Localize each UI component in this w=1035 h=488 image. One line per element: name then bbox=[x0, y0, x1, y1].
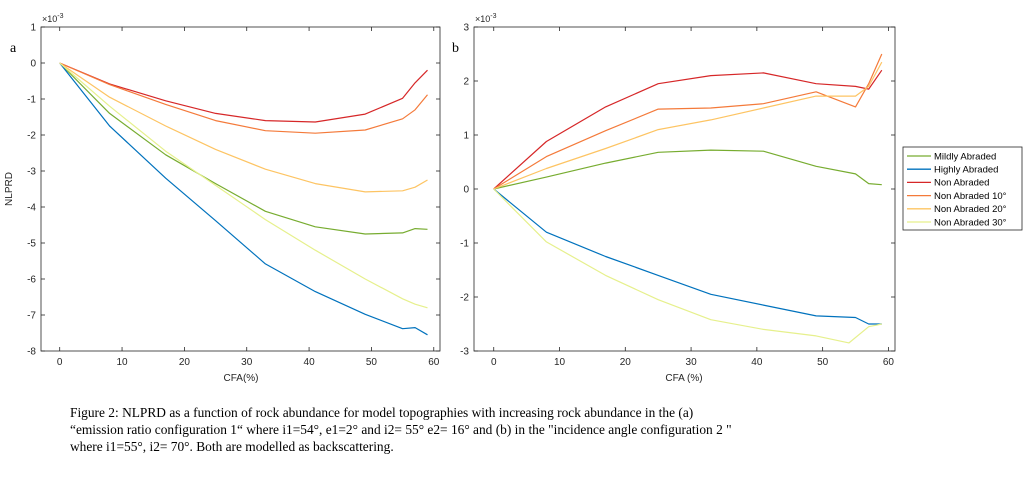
legend-label-non-abraded-10: Non Abraded 10° bbox=[934, 191, 1007, 202]
x-tick-label-a: 30 bbox=[241, 357, 253, 368]
plot-area-b bbox=[473, 26, 896, 352]
x-tick-label-b: 60 bbox=[883, 357, 895, 368]
series-line-mildly-abraded-a bbox=[59, 62, 428, 235]
y-tick-label-a: -6 bbox=[27, 275, 36, 286]
x-tick-label-a: 20 bbox=[179, 357, 191, 368]
y-exponent-a: ×10-3 bbox=[42, 13, 64, 24]
plot-area-a bbox=[40, 26, 441, 352]
x-tick-label-b: 40 bbox=[751, 357, 763, 368]
series-line-non-abraded-30-a bbox=[59, 62, 428, 309]
figure: a 0 10 20 30 40 50 60-8-7-6-5-4-3-2-101 ×10-3 … bbox=[4, 13, 1023, 384]
y-tick-label-b: 0 bbox=[463, 185, 469, 196]
figure-caption: Figure 2: NLPRD as a function of rock ab… bbox=[70, 404, 878, 455]
series-line-non-abraded-20-b bbox=[493, 61, 883, 190]
caption-line-1: Figure 2: NLPRD as a function of rock ab… bbox=[70, 405, 694, 420]
legend-label-non-abraded-30: Non Abraded 30° bbox=[934, 217, 1007, 228]
x-tick-label-a: 60 bbox=[428, 357, 440, 368]
y-tick-label-a: -2 bbox=[27, 131, 36, 142]
legend-label-non-abraded-20: Non Abraded 20° bbox=[934, 204, 1007, 215]
series-a bbox=[59, 62, 428, 336]
series-line-non-abraded-30-b bbox=[493, 188, 882, 344]
y-tick-label-a: -1 bbox=[27, 95, 36, 106]
caption-line-2: “emission ratio configuration 1“ where i… bbox=[70, 422, 732, 437]
legend: Mildly Abraded Highly Abraded Non Abraded N… bbox=[902, 146, 1023, 231]
series-line-mildly-abraded-b bbox=[493, 149, 882, 190]
series-line-non-abraded-10-b bbox=[493, 53, 883, 190]
y-tick-label-a: -4 bbox=[27, 203, 36, 214]
y-tick-label-a: -7 bbox=[27, 311, 36, 322]
caption-line-3: where i1=55°, i2= 70°. Both are modelled… bbox=[70, 439, 394, 454]
x-tick-label-b: 50 bbox=[817, 357, 829, 368]
y-tick-label-a: -8 bbox=[27, 347, 36, 358]
y-tick-label-b: -1 bbox=[460, 239, 469, 250]
legend-label-mildly-abraded: Mildly Abraded bbox=[934, 151, 996, 162]
x-tick-label-a: 50 bbox=[366, 357, 378, 368]
y-tick-label-a: -5 bbox=[27, 239, 36, 250]
series-line-non-abraded-10-a bbox=[59, 62, 428, 134]
x-tick-label-b: 0 bbox=[491, 357, 497, 368]
x-tick-label-b: 10 bbox=[554, 357, 566, 368]
series-line-non-abraded-a bbox=[59, 62, 428, 123]
panel-b: b 0 10 20 30 40 50 60 -3 -2 -1 0 1 2 3 ×10-3 CFA (%) bbox=[452, 13, 896, 384]
legend-label-highly-abraded: Highly Abraded bbox=[934, 165, 998, 176]
legend-label-non-abraded: Non Abraded bbox=[934, 178, 989, 189]
series-b bbox=[493, 53, 883, 344]
y-tick-label-b: 3 bbox=[463, 23, 469, 34]
y-tick-label-b: 1 bbox=[463, 131, 469, 142]
y-tick-label-a: 0 bbox=[30, 59, 36, 70]
y-tick-label-a: -3 bbox=[27, 167, 36, 178]
panel-label-b: b bbox=[452, 41, 459, 56]
y-tick-label-a: 1 bbox=[30, 23, 36, 34]
series-line-highly-abraded-b bbox=[493, 188, 882, 325]
legend-box bbox=[902, 146, 1023, 231]
y-tick-label-b: -3 bbox=[460, 347, 469, 358]
panel-label-a: a bbox=[10, 41, 17, 56]
ticks-b: 0 10 20 30 40 50 60 -3 -2 -1 0 1 2 3 bbox=[460, 23, 895, 368]
series-line-non-abraded-20-a bbox=[59, 62, 428, 193]
x-tick-label-a: 10 bbox=[116, 357, 128, 368]
x-tick-label-a: 0 bbox=[57, 357, 63, 368]
series-line-highly-abraded-a bbox=[59, 62, 428, 336]
y-tick-label-b: 2 bbox=[463, 77, 469, 88]
x-axis-title-b: CFA (%) bbox=[665, 373, 702, 384]
series-line-non-abraded-b bbox=[493, 69, 883, 190]
ticks-a: 0 10 20 30 40 50 60 -8 -7 -6 -5 -4 -3 -2 -1 0 1 bbox=[27, 23, 440, 368]
x-tick-label-a: 40 bbox=[304, 357, 316, 368]
x-tick-label-b: 30 bbox=[686, 357, 698, 368]
x-tick-label-b: 20 bbox=[620, 357, 632, 368]
y-axis-title-a: NLPRD bbox=[4, 172, 15, 206]
y-tick-label-b: -2 bbox=[460, 293, 469, 304]
panel-a: a 0 10 20 30 40 50 60-8-7-6-5-4-3-2-101 ×10-3 … bbox=[4, 13, 441, 384]
x-axis-title-a: CFA(%) bbox=[224, 373, 259, 384]
y-exponent-b: ×10-3 bbox=[475, 13, 497, 24]
